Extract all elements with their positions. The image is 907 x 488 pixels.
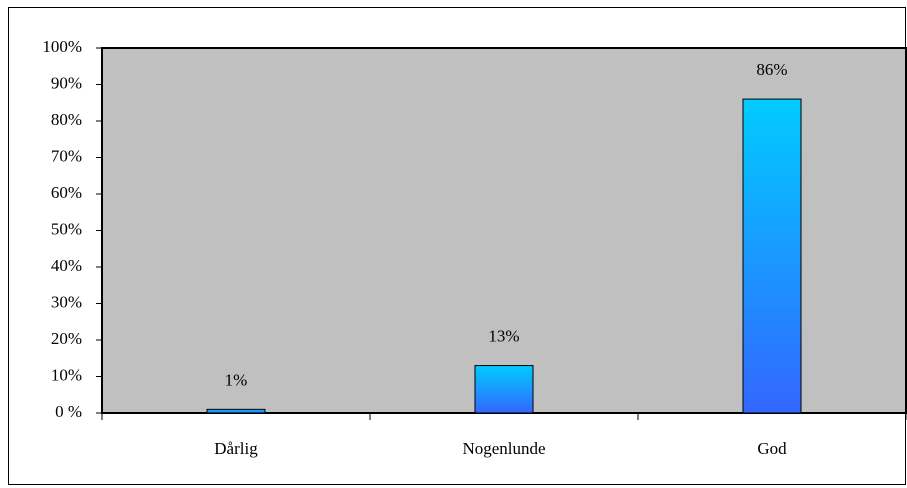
y-tick-label: 60%: [51, 183, 82, 202]
y-tick-label: 20%: [51, 329, 82, 348]
x-tick-label: Dårlig: [214, 439, 258, 458]
y-tick-label: 0 %: [55, 402, 82, 421]
y-tick-label: 50%: [51, 219, 82, 238]
data-label: 1%: [225, 370, 248, 389]
y-tick-label: 100%: [42, 37, 82, 56]
bar: [206, 408, 266, 414]
y-tick-label: 90%: [51, 73, 82, 92]
bar: [742, 98, 802, 414]
y-tick-label: 10%: [51, 365, 82, 384]
x-tick-label: Nogenlunde: [462, 439, 545, 458]
bar: [474, 365, 534, 414]
y-tick-label: 30%: [51, 292, 82, 311]
data-label: 13%: [488, 326, 519, 345]
data-label: 86%: [756, 60, 787, 79]
y-tick-label: 80%: [51, 110, 82, 129]
y-tick-label: 40%: [51, 256, 82, 275]
y-tick-label: 70%: [51, 146, 82, 165]
x-tick-label: God: [757, 439, 787, 458]
